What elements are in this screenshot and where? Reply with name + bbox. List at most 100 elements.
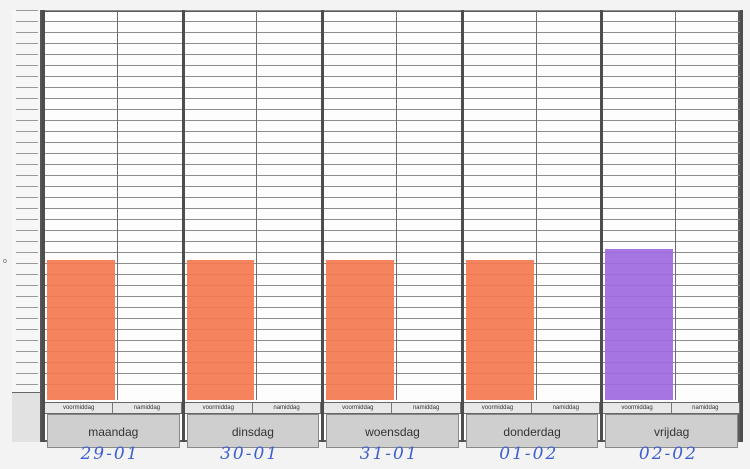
scale-tick [16,43,38,44]
scale-tick [16,263,38,264]
ruled-line [45,208,182,209]
scale-tick [16,142,38,143]
ruled-line [603,142,740,143]
ruled-line [45,142,182,143]
ruled-line [184,120,322,121]
day-column-vrijdag: voormiddag namiddag vrijdag [600,10,740,448]
ruled-line [463,252,601,253]
ruled-line [184,76,322,77]
ruled-line [463,208,601,209]
ruled-line [45,120,182,121]
ruled-line [324,120,461,121]
ruled-line [45,43,182,44]
ruled-line [324,208,461,209]
scale-tick [16,340,38,341]
scale-tick [16,318,38,319]
ruled-line [184,230,322,231]
ruled-line [45,219,182,220]
ruled-line [45,241,182,242]
morning-label: voormiddag [603,403,672,413]
ruled-line [184,208,322,209]
morning-label: voormiddag [45,403,114,413]
scale-tick [16,65,38,66]
ruled-line [324,230,461,231]
ruled-line [603,65,740,66]
ruled-line [45,153,182,154]
afternoon-label: namiddag [532,403,601,413]
ruled-line [463,120,601,121]
ruled-line [603,230,740,231]
scale-tick [16,10,38,11]
ruled-line [45,175,182,176]
ruled-line [184,186,322,187]
day-name: maandag [47,414,180,448]
scale-tick [16,197,38,198]
half-day-divider [256,10,258,400]
ruled-line [324,131,461,132]
ruled-line [603,54,740,55]
scale-tick [16,296,38,297]
afternoon-label: namiddag [253,403,322,413]
half-day-divider [116,10,118,400]
scale-tick [16,252,38,253]
ruled-line [324,76,461,77]
ruled-line [184,10,322,11]
ruled-line [463,219,601,220]
ruled-line [324,87,461,88]
day-column-donderdag: voormiddag namiddag donderdag [460,10,601,448]
ruled-line [324,98,461,99]
scale-tick [16,362,38,363]
scale-tick [16,351,38,352]
ruled-line [463,32,601,33]
scale-tick [16,164,38,165]
scale-tick [16,54,38,55]
ruled-line [184,131,322,132]
ruled-line [463,241,601,242]
ruled-line [324,54,461,55]
ruled-line [324,164,461,165]
morning-fill-maandag [47,260,115,400]
scale-tick [16,241,38,242]
scale-tick [16,384,38,385]
ruled-line [45,186,182,187]
handwritten-date: 01-02 [499,444,559,464]
ruled-line [184,241,322,242]
scale-tick [16,219,38,220]
ruled-line [324,197,461,198]
ruled-line [603,32,740,33]
ruled-line [45,230,182,231]
ruled-line [463,197,601,198]
scale-tick [16,274,38,275]
ruled-line [463,153,601,154]
ruled-line [324,219,461,220]
half-day-labels: voormiddag namiddag [184,402,322,414]
scale-tick [16,109,38,110]
ruled-line [603,197,740,198]
ruled-line [45,32,182,33]
ruled-line [184,65,322,66]
half-day-labels: voormiddag namiddag [45,402,182,414]
handwritten-date: 30-01 [220,444,280,464]
ruled-line [463,131,601,132]
ruled-line [184,87,322,88]
ruled-line [324,153,461,154]
scale-tick [16,307,38,308]
ruled-line [324,252,461,253]
ruled-line [45,109,182,110]
day-name: donderdag [465,414,599,448]
ruled-line [463,175,601,176]
day-column-woensdag: voormiddag namiddag woensdag [321,10,461,448]
morning-label: voormiddag [185,403,253,413]
morning-fill-woensdag [326,260,394,400]
ruled-line [603,109,740,110]
scale-tick [16,98,38,99]
half-day-divider [395,10,397,400]
ruled-line [45,10,182,11]
ruled-line [603,153,740,154]
ruled-line [603,76,740,77]
scale-tick [16,175,38,176]
day-column-dinsdag: voormiddag namiddag dinsdag [181,10,322,448]
scale-tick [16,120,38,121]
ruled-line [184,98,322,99]
